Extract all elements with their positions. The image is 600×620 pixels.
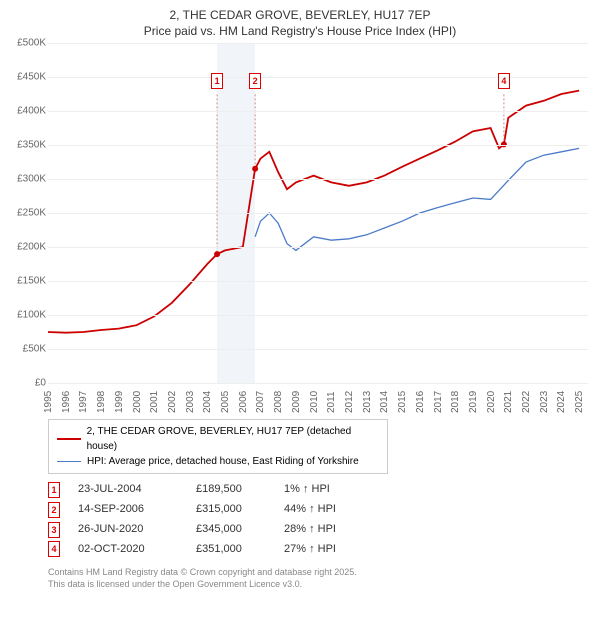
x-axis-label: 2001 [149,383,160,413]
grid-line [48,247,588,248]
legend-row: 2, THE CEDAR GROVE, BEVERLEY, HU17 7EP (… [57,424,379,454]
footer-attribution: Contains HM Land Registry data © Crown c… [48,567,592,590]
y-axis-label: £0 [8,378,46,389]
grid-line [48,43,588,44]
x-axis-label: 2018 [450,383,461,413]
x-axis-label: 2022 [521,383,532,413]
legend-label: HPI: Average price, detached house, East… [87,454,359,469]
x-axis-label: 2020 [486,383,497,413]
marker-dot [214,251,220,257]
marker-label: 4 [498,73,510,89]
y-axis-label: £150K [8,276,46,287]
x-axis-label: 1996 [61,383,72,413]
x-axis-label: 2017 [433,383,444,413]
chart-title: 2, THE CEDAR GROVE, BEVERLEY, HU17 7EP P… [8,8,592,39]
marker-label: 1 [211,73,223,89]
x-axis-label: 2009 [291,383,302,413]
x-axis-label: 2010 [309,383,320,413]
event-price: £189,500 [196,480,266,500]
event-number: 3 [48,522,60,538]
x-axis-label: 2021 [503,383,514,413]
event-number: 1 [48,482,60,498]
x-axis-label: 1998 [96,383,107,413]
x-axis-label: 2006 [238,383,249,413]
x-axis-label: 1995 [43,383,54,413]
x-axis-label: 1999 [114,383,125,413]
y-axis-label: £500K [8,38,46,49]
grid-line [48,179,588,180]
y-axis-label: £300K [8,174,46,185]
y-axis-label: £250K [8,208,46,219]
x-axis-label: 2003 [185,383,196,413]
event-hpi: 1% ↑ HPI [284,480,364,500]
event-hpi: 27% ↑ HPI [284,540,364,560]
legend: 2, THE CEDAR GROVE, BEVERLEY, HU17 7EP (… [48,419,388,474]
y-axis-label: £50K [8,344,46,355]
x-axis-label: 2019 [468,383,479,413]
chart-container: 2, THE CEDAR GROVE, BEVERLEY, HU17 7EP P… [0,0,600,599]
event-date: 14-SEP-2006 [78,500,178,520]
event-date: 23-JUL-2004 [78,480,178,500]
title-line-1: 2, THE CEDAR GROVE, BEVERLEY, HU17 7EP [8,8,592,24]
event-price: £345,000 [196,520,266,540]
y-axis-label: £100K [8,310,46,321]
grid-line [48,281,588,282]
x-axis-label: 2012 [344,383,355,413]
chart-area: 1 2 4 £0 £50K £100K £150K £200K £250K £300K £350K… [8,43,592,413]
footer-line-1: Contains HM Land Registry data © Crown c… [48,567,592,579]
event-price: £351,000 [196,540,266,560]
series-property [48,91,579,333]
event-row: 2 14-SEP-2006 £315,000 44% ↑ HPI [48,500,592,520]
event-date: 26-JUN-2020 [78,520,178,540]
x-axis-label: 2014 [379,383,390,413]
grid-line [48,315,588,316]
event-hpi: 28% ↑ HPI [284,520,364,540]
x-axis-label: 2013 [362,383,373,413]
event-date: 02-OCT-2020 [78,540,178,560]
legend-swatch [57,438,81,440]
grid-line [48,349,588,350]
footer-line-2: This data is licensed under the Open Gov… [48,579,592,591]
x-axis-label: 2015 [397,383,408,413]
legend-swatch [57,461,81,462]
event-price: £315,000 [196,500,266,520]
event-row: 3 26-JUN-2020 £345,000 28% ↑ HPI [48,520,592,540]
plot-area: 1 2 4 [48,43,588,383]
marker-dot [252,166,258,172]
x-axis-label: 2011 [326,383,337,413]
x-axis-label: 1997 [78,383,89,413]
x-axis-label: 2016 [415,383,426,413]
event-number: 4 [48,541,60,557]
x-axis-label: 2025 [574,383,585,413]
legend-label: 2, THE CEDAR GROVE, BEVERLEY, HU17 7EP (… [87,424,379,454]
x-axis-label: 2007 [255,383,266,413]
grid-line [48,145,588,146]
x-axis-label: 2004 [202,383,213,413]
grid-line [48,213,588,214]
y-axis-label: £350K [8,140,46,151]
x-axis-label: 2002 [167,383,178,413]
series-hpi [255,149,579,251]
x-axis-label: 2008 [273,383,284,413]
grid-line [48,111,588,112]
y-axis-label: £450K [8,72,46,83]
x-axis-label: 2000 [132,383,143,413]
y-axis-label: £200K [8,242,46,253]
event-number: 2 [48,502,60,518]
title-line-2: Price paid vs. HM Land Registry's House … [8,24,592,40]
x-axis-label: 2005 [220,383,231,413]
legend-row: HPI: Average price, detached house, East… [57,454,379,469]
marker-label: 2 [249,73,261,89]
events-table: 1 23-JUL-2004 £189,500 1% ↑ HPI 2 14-SEP-2006… [48,480,592,559]
x-axis-label: 2024 [556,383,567,413]
y-axis-label: £400K [8,106,46,117]
event-hpi: 44% ↑ HPI [284,500,364,520]
event-row: 4 02-OCT-2020 £351,000 27% ↑ HPI [48,540,592,560]
x-axis-label: 2023 [539,383,550,413]
event-row: 1 23-JUL-2004 £189,500 1% ↑ HPI [48,480,592,500]
